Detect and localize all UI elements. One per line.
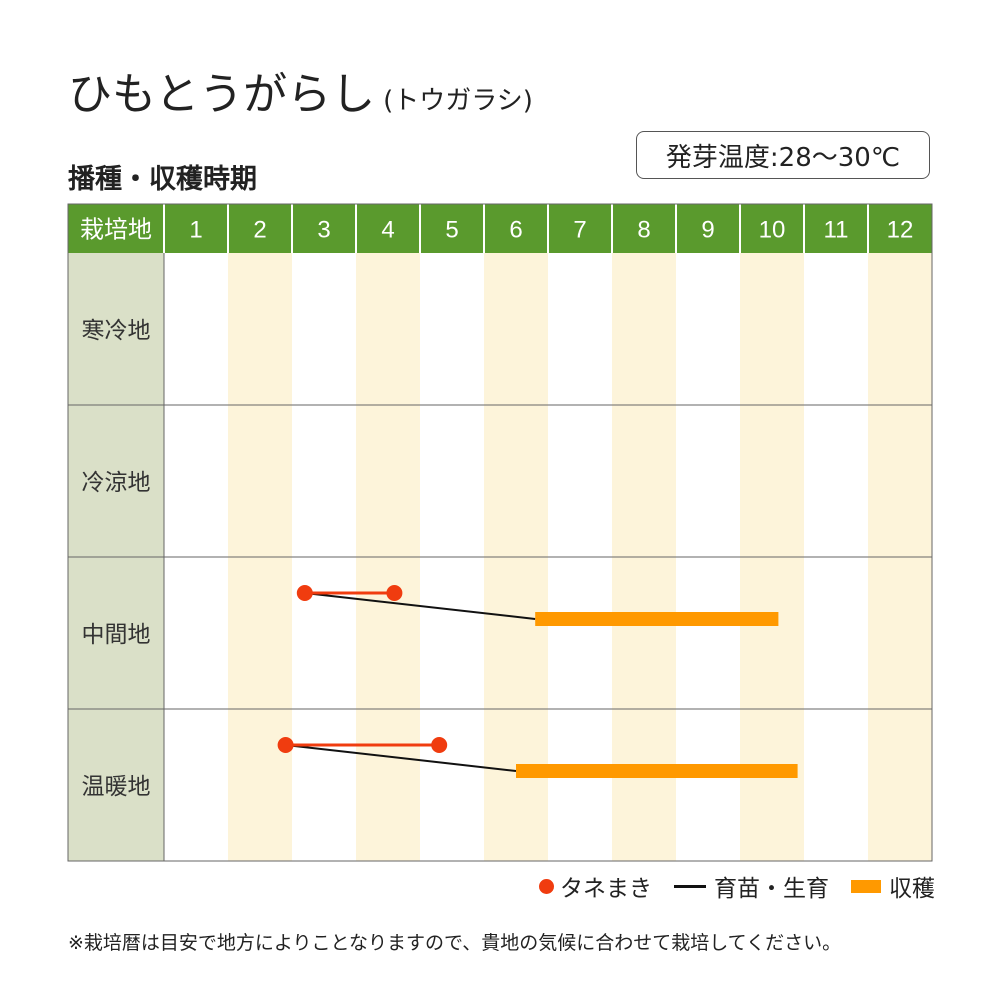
- germination-temperature-badge: 発芽温度:28～30℃: [636, 131, 930, 179]
- month-label-10: 10: [759, 217, 786, 244]
- month-label-7: 7: [573, 217, 586, 244]
- header-region-label: 栽培地: [80, 216, 152, 244]
- nursery-line-2: [304, 592, 536, 620]
- chart-border: [67, 203, 933, 862]
- month-label-4: 4: [381, 217, 394, 244]
- chart-legend: タネまき 育苗・生育 収穫: [510, 870, 935, 902]
- harvest-bar-3: [516, 764, 798, 778]
- chart-subtitle: 播種・収穫時期: [68, 164, 257, 195]
- harvest-bar-icon: [851, 879, 881, 893]
- legend-nursery-label: 育苗・生育: [714, 876, 829, 902]
- sowing-dot-icon: [539, 878, 554, 894]
- legend-harvest: 収穫: [851, 869, 935, 903]
- sowing-end-dot-3: [431, 737, 448, 753]
- title-reading: (トウガラシ): [383, 86, 533, 116]
- title-main: ひもとうがらし: [68, 69, 376, 120]
- legend-sowing-label: タネまき: [560, 876, 652, 902]
- sowing-end-dot-2: [386, 585, 403, 601]
- sowing-start-dot-2: [296, 585, 313, 601]
- sowing-start-dot-3: [277, 737, 294, 753]
- region-label-1: 冷涼地: [82, 470, 151, 496]
- page-title: ひもとうがらし (トウガラシ): [68, 58, 533, 122]
- month-label-5: 5: [445, 217, 458, 244]
- harvest-bar-2: [535, 612, 779, 626]
- footnote: ※栽培暦は目安で地方によりことなりますので、貴地の気候に合わせて栽培してください…: [68, 932, 842, 954]
- month-label-12: 12: [887, 217, 914, 244]
- region-label-2: 中間地: [82, 622, 151, 648]
- month-label-1: 1: [189, 217, 202, 244]
- month-label-11: 11: [824, 217, 849, 244]
- month-label-8: 8: [637, 217, 650, 244]
- legend-harvest-label: 収穫: [889, 876, 935, 902]
- month-label-9: 9: [701, 217, 714, 244]
- month-label-3: 3: [317, 217, 330, 244]
- header-band: [68, 204, 932, 253]
- region-label-3: 温暖地: [82, 774, 151, 800]
- nursery-line-icon: [674, 884, 706, 888]
- month-label-2: 2: [253, 217, 266, 244]
- month-label-6: 6: [509, 217, 522, 244]
- region-label-0: 寒冷地: [82, 318, 151, 344]
- legend-sowing: タネまき: [539, 869, 652, 903]
- legend-nursery: 育苗・生育: [674, 869, 829, 903]
- nursery-line-3: [285, 744, 517, 772]
